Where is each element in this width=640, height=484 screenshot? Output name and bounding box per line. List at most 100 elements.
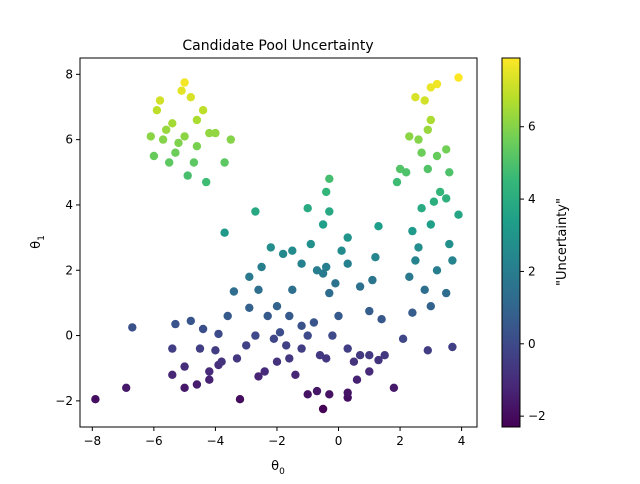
scatter-point <box>180 78 189 87</box>
y-tick-label: 2 <box>65 263 73 277</box>
scatter-point <box>149 151 159 161</box>
scatter-point <box>411 93 420 102</box>
x-tick-label: −4 <box>207 434 225 448</box>
x-axis-label-base: θ <box>271 459 279 474</box>
scatter-point <box>442 145 451 154</box>
scatter-point <box>245 272 254 281</box>
scatter-point <box>251 207 260 216</box>
scatter-point <box>423 125 432 134</box>
scatter-point <box>146 132 155 141</box>
scatter-point <box>454 73 463 82</box>
scatter-point <box>334 311 343 321</box>
scatter-point <box>343 388 352 397</box>
scatter-point <box>263 311 272 321</box>
scatter-point <box>257 262 266 272</box>
scatter-point <box>285 311 294 321</box>
scatter-point <box>278 249 288 259</box>
y-tick-label: 6 <box>65 133 73 147</box>
scatter-point <box>389 383 399 392</box>
scatter-point <box>195 344 205 353</box>
scatter-point <box>312 386 322 396</box>
y-tick-label: 0 <box>65 329 73 343</box>
scatter-point <box>318 220 328 229</box>
scatter-point <box>322 354 331 363</box>
scatter-point <box>297 321 306 330</box>
scatter-point <box>315 351 325 360</box>
y-axis-ticks: −2 0 2 4 6 8 <box>55 67 80 408</box>
scatter-point <box>162 125 171 134</box>
scatter-point <box>275 328 285 337</box>
scatter-point <box>374 222 383 231</box>
y-axis-label: θ1 <box>29 235 47 249</box>
scatter-point <box>429 197 439 206</box>
scatter-point <box>420 285 429 294</box>
colorbar-tick-label: 2 <box>528 264 536 278</box>
scatter-point <box>297 344 306 353</box>
scatter-point <box>272 357 282 366</box>
colorbar-tick-label: 0 <box>528 337 536 351</box>
scatter-point <box>254 285 263 294</box>
scatter-point <box>408 226 417 236</box>
scatter-point <box>226 135 235 144</box>
scatter-point <box>186 93 195 102</box>
y-tick-label: 4 <box>65 198 73 212</box>
scatter-point <box>198 324 208 334</box>
scatter-point <box>303 390 312 399</box>
x-tick-label: 4 <box>458 434 466 448</box>
scatter-point <box>202 177 211 187</box>
colorbar-tick-label: 6 <box>528 120 536 134</box>
scatter-point <box>122 383 131 392</box>
scatter-point <box>343 344 352 353</box>
scatter-point <box>454 210 463 219</box>
scatter-point <box>158 135 168 144</box>
scatter-point <box>180 362 189 371</box>
scatter-point <box>205 375 214 384</box>
scatter-point <box>445 239 454 249</box>
scatter-point <box>232 354 242 363</box>
scatter-point <box>297 259 306 268</box>
scatter-point <box>288 246 297 255</box>
scatter-point <box>426 220 435 229</box>
scatter-point <box>91 395 100 404</box>
scatter-point <box>269 334 279 343</box>
scatter-point <box>251 331 260 340</box>
scatter-point <box>260 367 269 376</box>
scatter-point <box>405 272 414 281</box>
scatter-point <box>325 174 334 183</box>
scatter-point <box>408 308 417 317</box>
scatter-point <box>205 128 214 138</box>
scatter-point <box>442 288 451 298</box>
scatter-point <box>337 246 346 255</box>
scatter-point <box>288 285 297 294</box>
scatter-point <box>266 243 275 252</box>
scatter-point <box>325 288 334 298</box>
scatter-point <box>242 341 251 350</box>
scatter-point <box>402 168 411 177</box>
scatter-point <box>423 164 432 174</box>
scatter-point <box>417 148 426 157</box>
scatter-point <box>211 346 220 355</box>
x-tick-label: 0 <box>335 434 343 448</box>
scatter-point <box>168 370 177 379</box>
scatter-point <box>306 239 315 249</box>
scatter-point <box>349 357 359 366</box>
scatter-point <box>392 177 402 187</box>
colorbar-tick-label: −2 <box>528 409 546 423</box>
scatter-point <box>205 367 214 376</box>
scatter-point <box>192 142 202 151</box>
scatter-point <box>377 315 386 324</box>
scatter-point <box>365 306 374 316</box>
scatter-point <box>192 115 202 125</box>
y-tick-label: 8 <box>65 67 73 81</box>
colorbar <box>501 57 521 428</box>
colorbar-label: "Uncertainty" <box>555 198 570 286</box>
scatter-point <box>220 228 229 237</box>
scatter-point <box>371 253 380 262</box>
scatter-point <box>180 383 189 392</box>
scatter-point <box>426 83 435 92</box>
scatter-point <box>365 367 374 376</box>
y-axis-label-base: θ <box>29 241 44 249</box>
x-tick-label: 2 <box>396 434 404 448</box>
